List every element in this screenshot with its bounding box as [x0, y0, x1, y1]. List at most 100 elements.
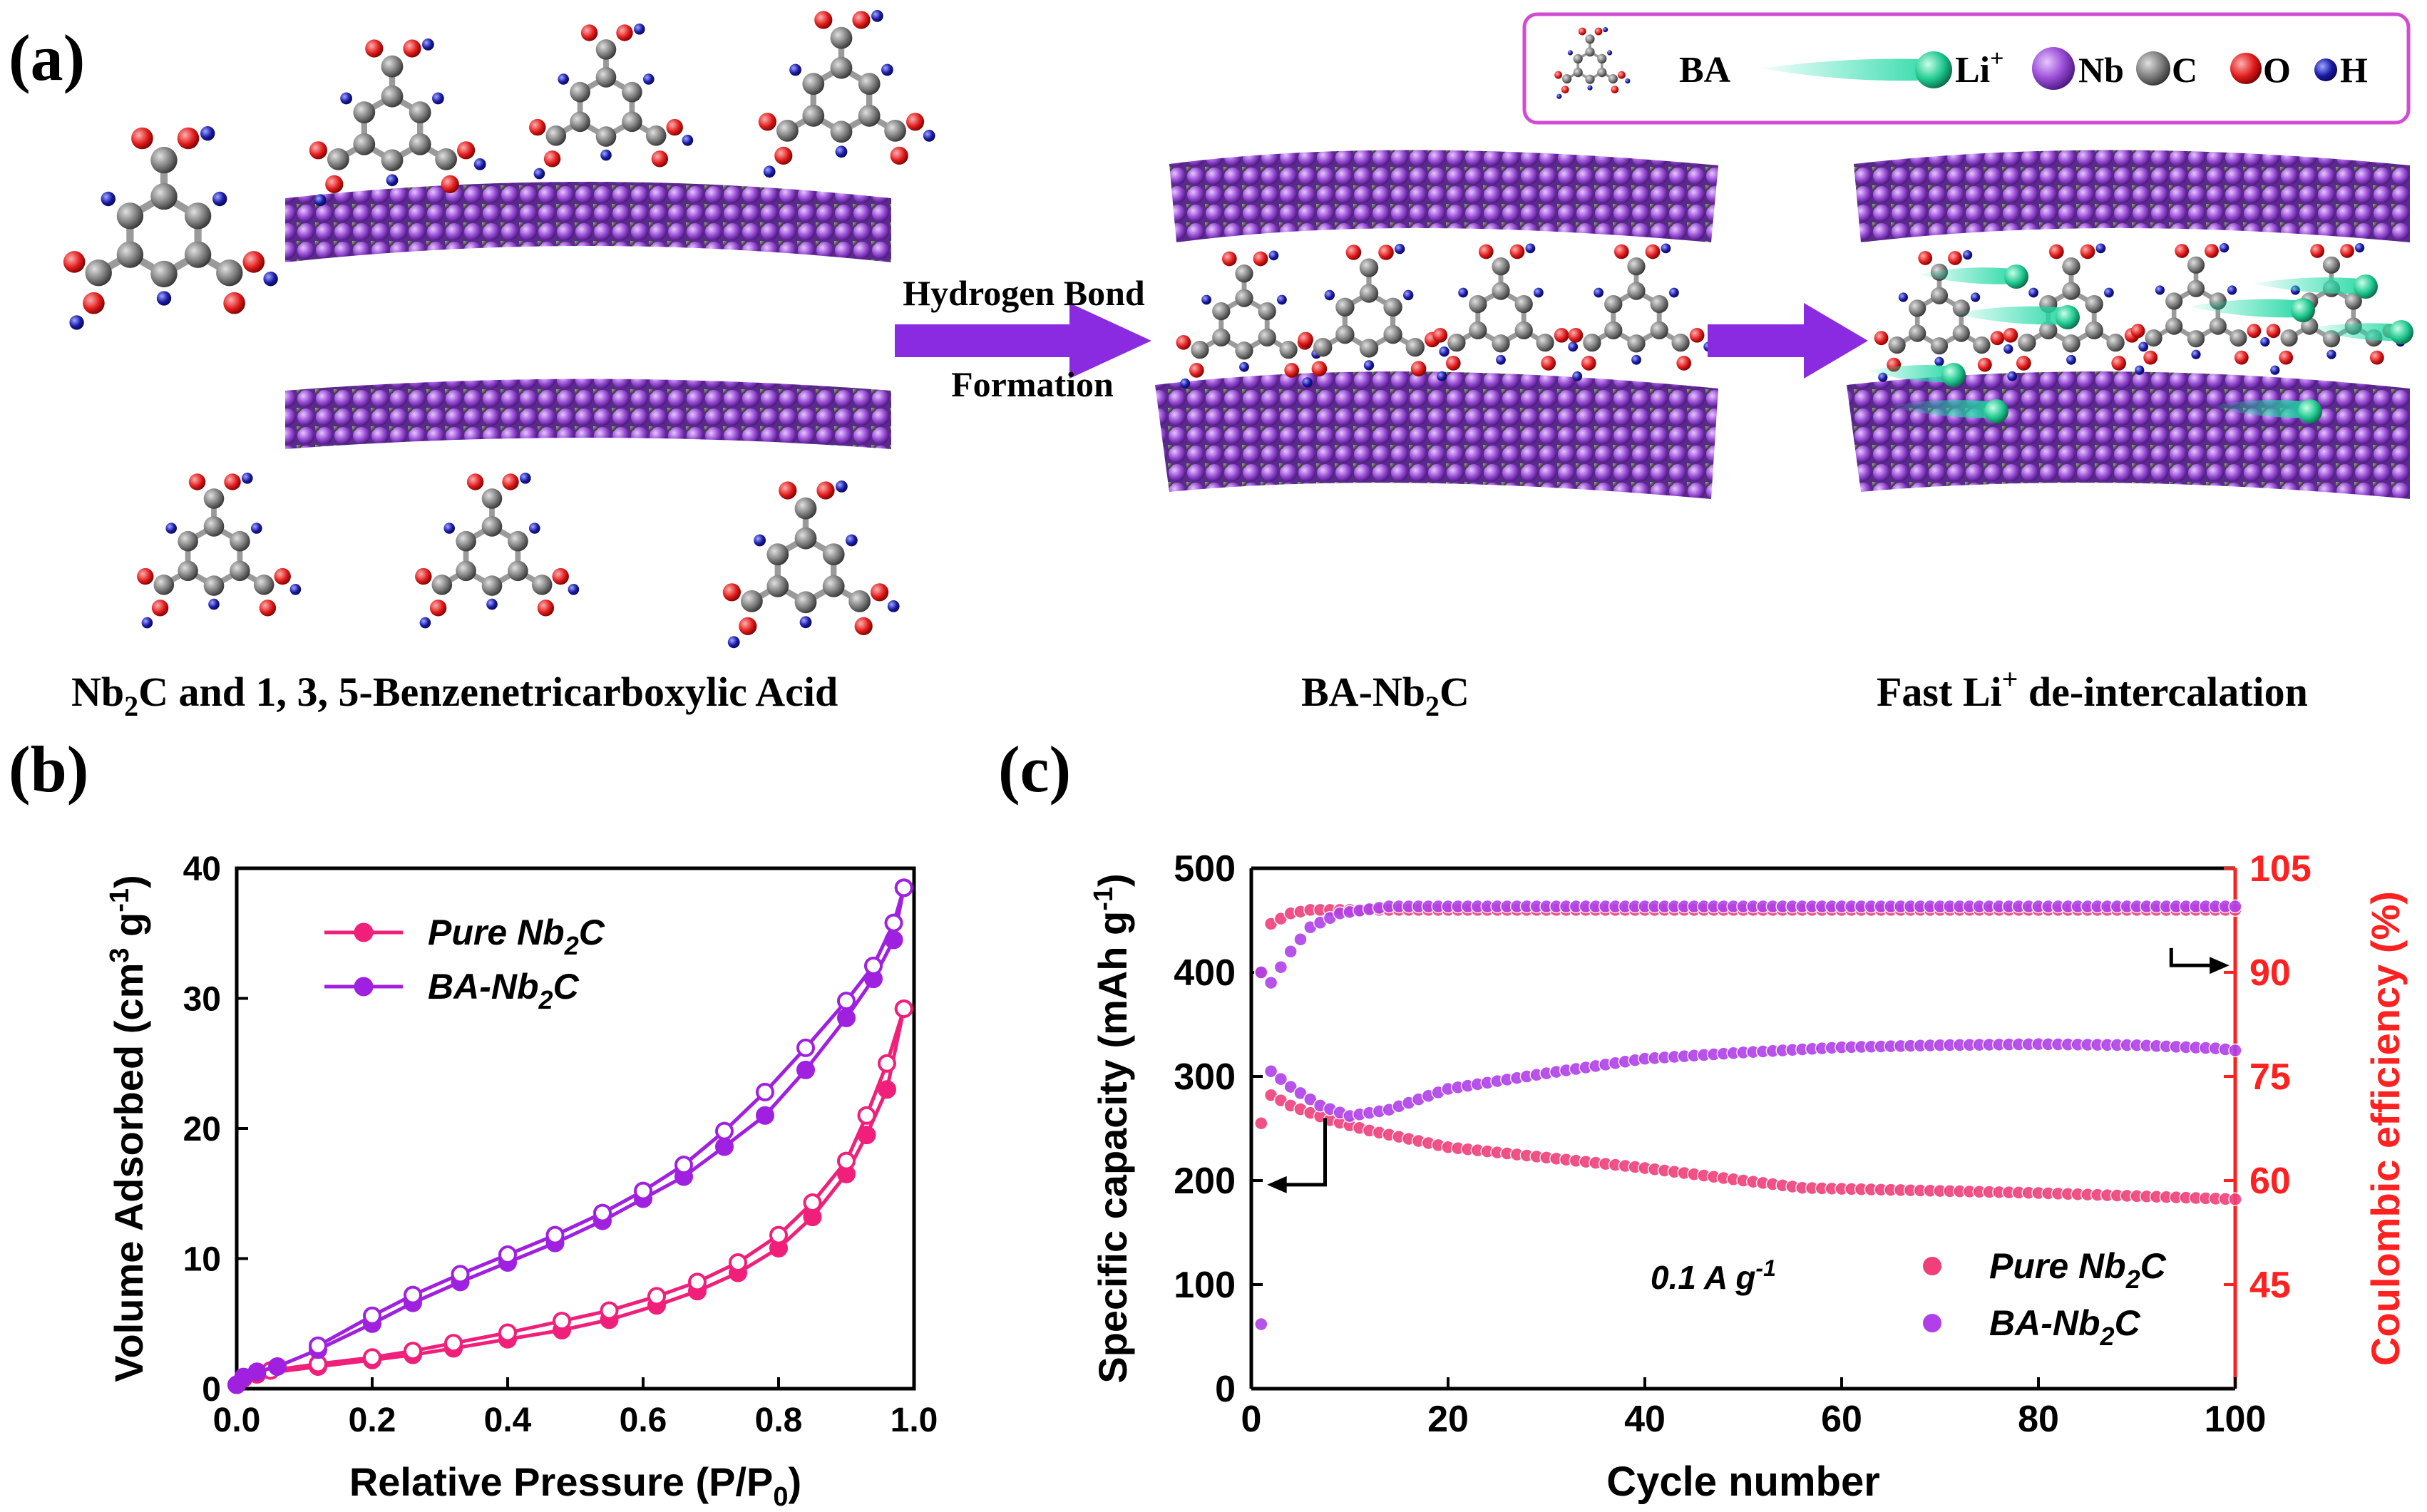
legend-o: O: [2263, 50, 2291, 90]
caption-stage3: Fast Li+ de-intercalation: [1877, 663, 2308, 715]
data-point: [553, 1312, 571, 1331]
legend-label-c: Pure Nb2C: [1989, 1246, 2167, 1294]
legend-ba: BA: [1679, 50, 1731, 91]
h-atom-icon: [2314, 58, 2337, 81]
y-tick-label-b: 10: [183, 1241, 221, 1279]
panel-c-label: (c): [998, 733, 1071, 806]
arrow-hydrogen-bond: Hydrogen Bond Formation: [895, 273, 1151, 404]
x-axis-title-b: Relative Pressure (P/P0): [349, 1459, 801, 1512]
legend-c: C: [2172, 50, 2197, 90]
stage3-li-intercalation: [1847, 150, 2413, 499]
panel-b-label: (b): [9, 733, 88, 806]
data-point: [498, 1323, 517, 1342]
capacity-point: [2228, 1043, 2242, 1058]
legend-label-b: BA-Nb2C: [428, 967, 580, 1014]
data-point: [878, 1080, 896, 1099]
caption-stage2: BA-Nb2C: [1301, 669, 1469, 722]
data-point: [857, 1106, 876, 1125]
rate-annotation: 0.1 A g-1: [1651, 1255, 1776, 1296]
data-point: [837, 1151, 856, 1171]
legend-label-b: Pure Nb2C: [428, 912, 605, 960]
data-point: [363, 1348, 381, 1367]
data-point: [864, 956, 883, 975]
y-tick-label-right-c: 90: [2249, 952, 2291, 994]
y-tick-label-right-c: 45: [2249, 1265, 2291, 1306]
y-tick-label-b: 20: [183, 1111, 221, 1148]
nb2c-sheet-top: [285, 182, 891, 262]
data-point: [674, 1156, 693, 1175]
caption-stage1: Nb2C and 1, 3, 5-Benzenetricarboxylic Ac…: [71, 669, 838, 722]
data-point: [363, 1306, 381, 1325]
y-tick-label-right-c: 105: [2249, 848, 2311, 890]
data-point: [715, 1137, 734, 1156]
x-tick-label-c: 40: [1624, 1399, 1666, 1440]
panel-b-chart: (b) 0.0 0.2 0.4 0.6 0.8 1.0 0 10 20 30 40 Relative …: [9, 733, 938, 1512]
y-tick-label-left-c: 0: [1215, 1369, 1236, 1410]
data-point: [498, 1245, 517, 1265]
legend-a: BA Li+ Nb C O H: [1522, 12, 2411, 125]
ba-molecule: [723, 480, 900, 648]
x-tick-label-b: 0.8: [755, 1402, 803, 1439]
capacity-point: [1263, 1064, 1278, 1079]
data-point: [545, 1225, 565, 1245]
x-tick-label-b: 0.0: [213, 1402, 261, 1439]
data-point: [796, 1060, 815, 1079]
legend-h: H: [2340, 50, 2368, 90]
data-point: [309, 1336, 327, 1355]
y-tick-label-b: 0: [202, 1371, 221, 1409]
data-point: [404, 1285, 422, 1305]
nb2c-sheet-bottom: [1847, 371, 2410, 499]
y-tick-label-left-c: 300: [1174, 1056, 1236, 1098]
capacity-point: [1303, 1092, 1318, 1106]
ba-molecule: [759, 10, 935, 178]
data-point: [715, 1121, 734, 1141]
stage1-nb2c-and-ba: [63, 10, 935, 648]
data-point: [796, 1038, 815, 1057]
x-tick-label-c: 60: [1821, 1399, 1862, 1440]
data-point: [729, 1253, 747, 1272]
panel-c-chart: (c) 0 20 40 60 80 100 0 100 200 300 400 500 45 60 75 90…: [998, 733, 2408, 1505]
capacity-point: [1283, 1079, 1298, 1094]
data-point: [884, 913, 903, 932]
data-point: [756, 1106, 774, 1125]
data-point: [803, 1193, 822, 1213]
legend-marker-c: [1921, 1255, 1943, 1277]
capacity-point: [1273, 1071, 1288, 1086]
nb2c-sheet-top: [1169, 150, 1718, 242]
x-tick-label-c: 0: [1241, 1399, 1262, 1440]
series-line-adsorption: [235, 887, 906, 1387]
efficiency-point: [1273, 960, 1288, 974]
ba-molecule: [1298, 244, 1449, 388]
data-point: [593, 1203, 612, 1223]
y-axis-title-right-c: Coulombic efficiency (%): [2363, 891, 2408, 1366]
y-tick-label-b: 40: [183, 850, 221, 888]
efficiency-point: [1254, 965, 1268, 979]
data-point: [837, 1008, 856, 1027]
data-point: [837, 992, 856, 1011]
legend-marker-b: [354, 977, 374, 997]
nb2c-sheet-bottom: [1155, 371, 1718, 499]
x-tick-label-b: 1.0: [891, 1402, 938, 1439]
y-tick-label-b: 30: [183, 981, 221, 1019]
arrow1-line2: Formation: [951, 364, 1114, 404]
nb2c-sheet-bottom: [285, 379, 891, 449]
x-tick-label-b: 0.6: [620, 1402, 667, 1439]
data-point: [600, 1301, 619, 1320]
capacity-point: [1254, 1116, 1268, 1131]
x-tick-label-b: 0.2: [349, 1402, 396, 1439]
nb-atom-icon: [2032, 47, 2075, 90]
y-tick-label-left-c: 200: [1174, 1161, 1236, 1202]
capacity-point: [1254, 1317, 1268, 1332]
li-ions: [1868, 264, 2413, 423]
ba-molecule: [415, 473, 579, 628]
data-point: [769, 1225, 788, 1245]
ba-molecule: [529, 24, 693, 179]
series-line-desorption: [317, 887, 906, 1347]
ba-molecule: [1433, 244, 1579, 381]
left-axis-indicator-arrow: [1273, 1118, 1327, 1187]
x-tick-label-c: 20: [1427, 1399, 1469, 1440]
li-ion-icon: [1915, 51, 1952, 88]
x-tick-label-b: 0.4: [484, 1402, 532, 1439]
ba-molecule: [1569, 244, 1714, 381]
